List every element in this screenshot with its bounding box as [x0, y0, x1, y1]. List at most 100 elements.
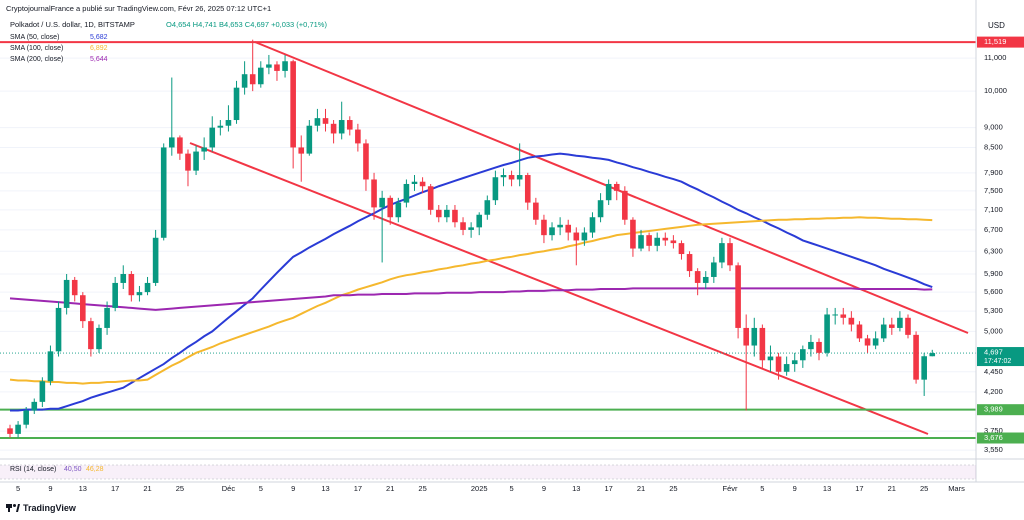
candle-body [233, 87, 240, 121]
x-tick-label: 9 [48, 484, 52, 493]
trend-line [189, 142, 929, 435]
candle-body [201, 147, 207, 152]
candle-body [266, 64, 272, 68]
candle-body [290, 61, 296, 148]
ohlc: O4,654 H4,741 B4,653 C4,697 +0,033 (+0,7… [166, 20, 327, 29]
sma-line [9, 216, 933, 385]
level-label-box [977, 432, 1024, 444]
candle-body [613, 183, 620, 191]
x-tick-label: Févr [723, 484, 739, 493]
candle-body [363, 143, 369, 180]
sma-line [9, 287, 933, 311]
candle-body [152, 237, 159, 283]
candle-body [654, 237, 660, 246]
x-tick-label: 25 [920, 484, 928, 493]
candle-body [889, 324, 895, 328]
sma-line [10, 152, 933, 412]
candle-body [638, 235, 644, 249]
y-tick-label: 8,500 [984, 142, 1003, 151]
candle-body [727, 243, 733, 266]
candle-body [63, 279, 70, 308]
candle-body [411, 181, 418, 184]
x-tick-label: 5 [760, 484, 764, 493]
y-tick-label: 3,550 [984, 445, 1003, 454]
legend-value: 5,682 [90, 34, 108, 41]
candle-body [15, 424, 21, 434]
y-tick-label: 5,300 [984, 306, 1003, 315]
candle-body [808, 341, 814, 350]
candle-body [508, 175, 515, 180]
candle-body [298, 147, 305, 154]
y-tick-label: 7,500 [984, 186, 1003, 195]
logo-part [16, 504, 20, 512]
x-tick-label: 9 [793, 484, 797, 493]
candle-body [905, 317, 911, 335]
candle-body [597, 200, 604, 218]
candle-body [686, 254, 693, 272]
line-layer [9, 152, 933, 412]
last-price-label: 4,697 [984, 348, 1003, 357]
x-tick-label: 13 [321, 484, 329, 493]
candle-body [694, 271, 701, 283]
trend-line [254, 41, 969, 334]
candle-body [840, 314, 847, 318]
candle-body [573, 232, 580, 241]
candle-body [355, 129, 361, 144]
rsi-title: RSI (14, close) [10, 466, 56, 473]
legend-value: 6,892 [90, 45, 108, 52]
candle-body [743, 327, 749, 346]
candle-body [767, 356, 774, 361]
candle-body [589, 217, 596, 233]
candle-body [39, 381, 46, 402]
candle-body [371, 179, 377, 208]
y-tick-label: 11,000 [984, 53, 1006, 62]
brand: TradingView [23, 503, 77, 513]
rsi-value: 40,50 [64, 466, 82, 473]
x-tick-label: 5 [16, 484, 20, 493]
x-tick-label: 9 [542, 484, 546, 493]
candle-body [136, 292, 143, 296]
candle-body [476, 214, 483, 228]
legend-name: SMA (100, close) [10, 45, 63, 52]
candle-body [533, 202, 539, 220]
rsi-band [0, 465, 976, 479]
time-layer: 5 9 13 17 21 25 Déc 5 9 13 17 21 25 2025 5 9 13 17 21 25 Fév… [16, 484, 965, 493]
logo-part [13, 504, 16, 507]
y-tick-label: 7,900 [984, 168, 1003, 177]
candle-body [120, 274, 127, 283]
level-label: 3,989 [984, 405, 1003, 414]
candle-body [80, 295, 86, 322]
x-tick-label: 17 [111, 484, 119, 493]
x-tick-label: 13 [823, 484, 831, 493]
candle-body [71, 279, 78, 296]
x-tick-label: 25 [418, 484, 426, 493]
candle-body [897, 317, 903, 328]
candle-body [864, 338, 871, 346]
candle-body [800, 349, 806, 361]
x-tick-label: 21 [143, 484, 151, 493]
rsi-value: 46,28 [86, 466, 104, 473]
publisher: CryptojournalFrance a publié sur Trading… [6, 4, 271, 13]
candle-body [549, 227, 555, 236]
y-tick-label: 5,900 [984, 269, 1003, 278]
level-label-box [977, 36, 1024, 48]
level-label: 11,519 [984, 37, 1006, 46]
candle-body [872, 338, 879, 346]
y-tick-label: 7,100 [984, 205, 1003, 214]
legend-name: SMA (50, close) [10, 34, 59, 41]
candle-body [225, 120, 232, 126]
candle-body [346, 120, 353, 130]
candle-body [330, 123, 337, 134]
candle-body [751, 327, 758, 346]
candle-body [144, 282, 151, 293]
currency: USD [988, 21, 1005, 30]
candle-body [274, 64, 280, 71]
candle-body [435, 209, 442, 218]
candle-body [160, 147, 167, 238]
x-tick-label: 17 [354, 484, 362, 493]
candle-body [735, 265, 741, 328]
candle-body [209, 127, 216, 148]
candle-body [783, 364, 790, 372]
x-tick-label: 25 [669, 484, 677, 493]
candle-body [662, 237, 669, 241]
